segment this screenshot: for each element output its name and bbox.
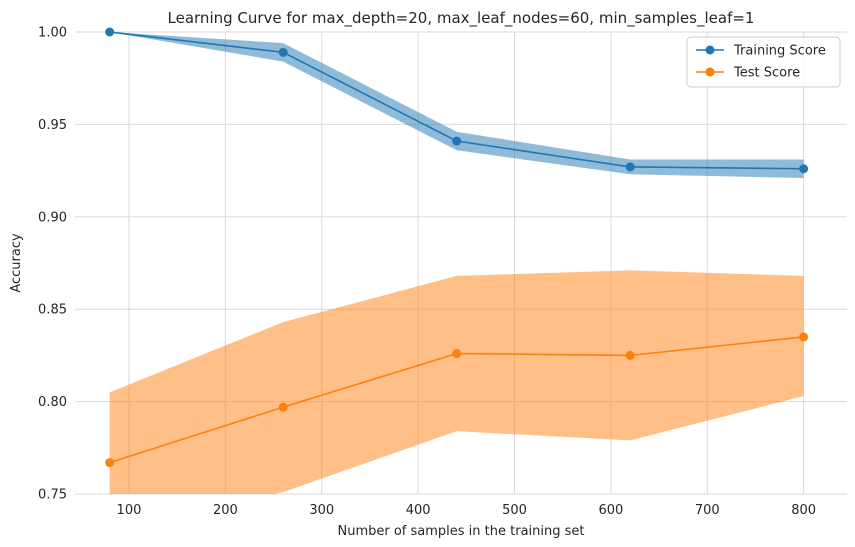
chart-title: Learning Curve for max_depth=20, max_lea… [168, 9, 755, 28]
y-axis-label: Accuracy [9, 233, 24, 293]
legend: Training Score Test Score [686, 36, 841, 88]
y-tick-label: 1.00 [38, 26, 67, 41]
legend-box [686, 36, 841, 88]
y-tick-label: 0.85 [38, 303, 67, 318]
data-point [278, 47, 288, 57]
confidence-band-1 [109, 270, 804, 494]
x-tick-label: 600 [598, 503, 623, 518]
data-point [625, 162, 635, 172]
confidence-bands [109, 32, 804, 494]
data-point [625, 350, 635, 360]
data-point [799, 332, 809, 342]
x-tick-labels: 100 200 300 400 500 600 700 800 [117, 503, 816, 518]
data-point [105, 458, 115, 468]
x-tick-label: 200 [213, 503, 238, 518]
x-tick-label: 400 [406, 503, 431, 518]
y-tick-label: 0.95 [38, 118, 67, 133]
x-tick-label: 100 [117, 503, 142, 518]
data-point [278, 402, 288, 412]
series-points [105, 27, 809, 468]
x-tick-label: 700 [695, 503, 720, 518]
x-axis-label: Number of samples in the training set [338, 524, 585, 539]
y-tick-label: 0.90 [38, 210, 67, 225]
data-point [452, 349, 462, 359]
y-tick-label: 0.75 [38, 488, 67, 503]
legend-marker-1 [705, 67, 715, 77]
x-tick-label: 800 [791, 503, 816, 518]
data-point [105, 27, 115, 37]
y-tick-labels: 0.75 0.80 0.85 0.90 0.95 1.00 [38, 26, 67, 503]
x-tick-label: 500 [502, 503, 527, 518]
legend-marker-0 [705, 45, 715, 55]
legend-label: Test Score [733, 66, 800, 81]
data-point [452, 136, 462, 146]
data-point [799, 164, 809, 174]
x-tick-label: 300 [309, 503, 334, 518]
legend-label: Training Score [733, 44, 826, 59]
y-tick-label: 0.80 [38, 395, 67, 410]
confidence-band-0 [109, 32, 804, 178]
